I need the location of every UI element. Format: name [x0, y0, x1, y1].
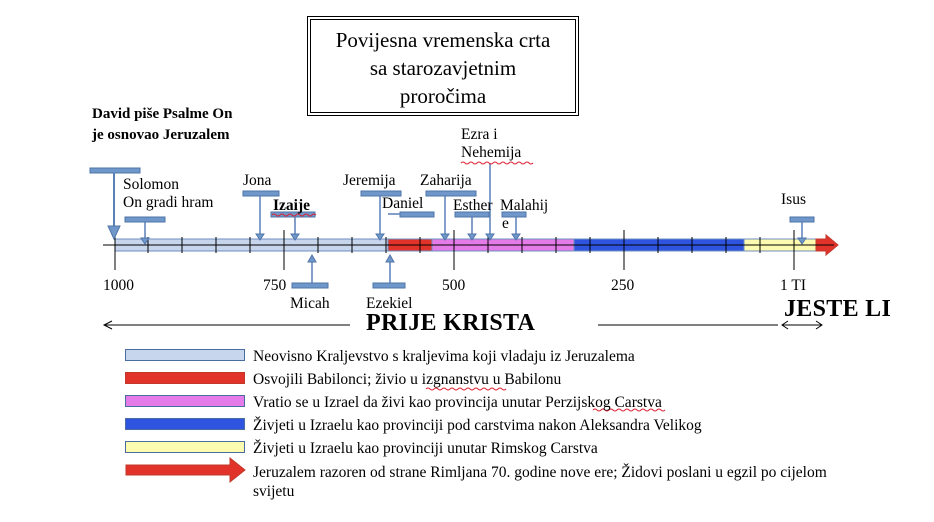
legend-text-destruction: Jeruzalem razoren od strane Rimljana 70.… — [253, 464, 827, 500]
title-line-3: proročima — [399, 84, 487, 108]
ad-label: JESTE LI — [784, 296, 892, 322]
title-line-2: sa starozavjetnim — [369, 56, 517, 80]
legend-text-rome: Živjeti u Izraelu kao provinciji unutar … — [253, 440, 598, 457]
ezekiel-marker — [372, 282, 406, 289]
david-note: David piše Psalme On je osnovao Jeruzale… — [92, 104, 232, 146]
micah-label: Micah — [290, 295, 330, 312]
ezekiel-label: Ezekiel — [366, 295, 413, 312]
esther-label: Esther — [453, 197, 493, 214]
izaije-label: Izaije — [273, 197, 311, 214]
legend-text-kingdom: Neovisno Kraljevstvo s kraljevima koji v… — [253, 348, 635, 365]
title-box: Povijesna vremenska crta sa starozavjetn… — [307, 16, 579, 116]
david-note-line-2: je osnovao Jeruzalem — [92, 127, 230, 143]
david-arrowhead — [107, 225, 121, 241]
jeremija-marker — [360, 190, 402, 197]
isus-label: Isus — [781, 191, 806, 208]
zaharija-label: Zaharija — [420, 172, 472, 189]
legend-arrow-icon — [125, 456, 246, 484]
david-note-line-1: David piše Psalme On — [92, 106, 233, 122]
legend-text-babylon: Osvojili Babilonci; živio u izgnanstvu u… — [253, 371, 562, 388]
isus-marker — [789, 216, 815, 223]
legend-swatch-greek — [125, 418, 245, 430]
malahije-marker — [501, 211, 527, 218]
bc-label: PRIJE KRISTA — [366, 310, 536, 336]
legend-swatch-rome — [125, 441, 245, 453]
ezra-label: Ezra i Nehemija — [461, 126, 522, 161]
title-line-1: Povijesna vremenska crta — [335, 28, 551, 52]
legend-swatch-kingdom — [125, 349, 245, 361]
legend-text-greek: Živjeti u Izraelu kao provinciji pod car… — [253, 417, 702, 434]
legend-text-persia: Vratio se u Izrael da živi kao provincij… — [253, 394, 662, 411]
tick-label-750: 750 — [263, 277, 287, 294]
legend-swatch-persia — [125, 395, 245, 407]
david-marker — [89, 167, 141, 174]
tick-label-1000: 1000 — [103, 277, 134, 294]
spellcheck-underlines — [271, 161, 666, 412]
malahije-label: Malahij e — [500, 197, 549, 232]
jona-label: Jona — [243, 172, 272, 189]
micah-marker — [291, 282, 329, 289]
solomon-marker — [124, 216, 166, 223]
daniel-label: Daniel — [382, 195, 424, 212]
legend-swatch-babylon — [125, 372, 245, 384]
bc-arrow-left-head — [102, 320, 113, 330]
tick-label-500: 500 — [442, 277, 466, 294]
jona-marker — [242, 190, 280, 197]
zaharija-marker — [425, 190, 477, 197]
solomon-label: Solomon On gradi hram — [123, 176, 214, 211]
jeremija-label: Jeremija — [343, 172, 396, 189]
timeline-major-ticks — [114, 230, 795, 270]
tick-label-250: 250 — [611, 277, 635, 294]
tick-label-1ti: 1 TI — [780, 277, 806, 294]
